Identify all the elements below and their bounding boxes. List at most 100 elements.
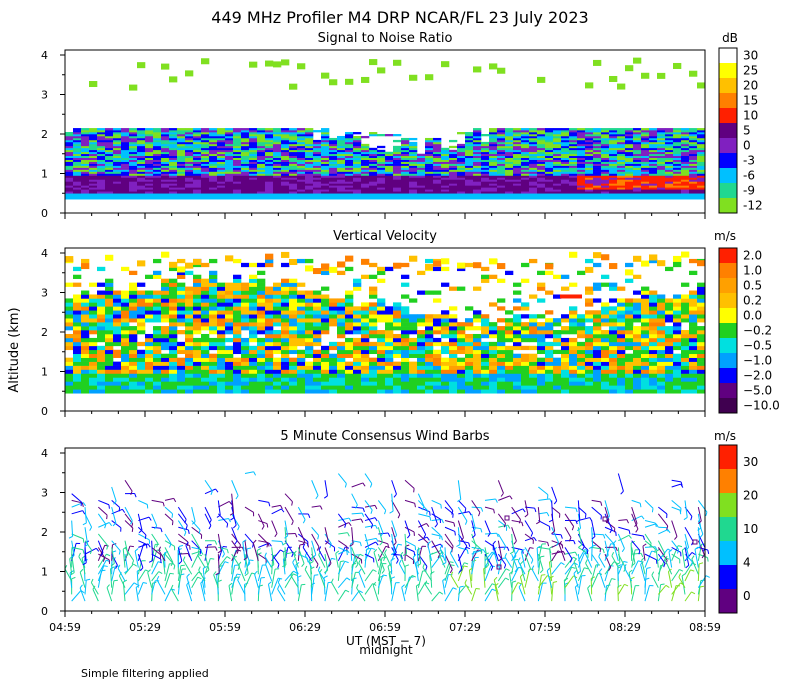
snr-cell bbox=[145, 134, 154, 137]
snr-cell bbox=[89, 179, 98, 182]
snr-cell bbox=[225, 157, 234, 160]
velocity-cell bbox=[369, 361, 378, 366]
snr-cell bbox=[697, 153, 706, 157]
snr-cell bbox=[329, 187, 338, 190]
velocity-cell bbox=[465, 369, 474, 374]
velocity-cell bbox=[689, 294, 698, 299]
velocity-cell bbox=[561, 377, 570, 382]
snr-cell bbox=[505, 137, 514, 141]
velocity-cell bbox=[225, 294, 234, 299]
snr-cell bbox=[569, 147, 578, 151]
snr-cell bbox=[105, 149, 114, 153]
velocity-cell bbox=[537, 345, 546, 351]
snr-cell bbox=[489, 149, 498, 153]
snr-cell bbox=[537, 132, 546, 135]
velocity-cell bbox=[105, 326, 114, 331]
snr-cell bbox=[305, 189, 314, 192]
snr-cell bbox=[569, 139, 578, 143]
colorbar-swatch bbox=[719, 308, 737, 324]
velocity-cell bbox=[489, 365, 498, 370]
snr-cell bbox=[225, 191, 234, 194]
snr-cell bbox=[425, 187, 434, 190]
snr-cell bbox=[577, 171, 586, 174]
snr-cell bbox=[401, 169, 410, 172]
snr-cell bbox=[473, 66, 482, 73]
velocity-cell bbox=[529, 333, 538, 339]
snr-cell bbox=[249, 132, 258, 135]
snr-cell bbox=[625, 149, 634, 153]
snr-cell bbox=[113, 195, 122, 198]
velocity-cell bbox=[289, 377, 298, 382]
snr-cell bbox=[401, 159, 410, 162]
snr-cell bbox=[137, 181, 146, 184]
snr-cell bbox=[489, 189, 498, 192]
velocity-cell bbox=[377, 353, 386, 358]
snr-cell bbox=[177, 157, 186, 160]
velocity-cell bbox=[281, 326, 290, 331]
snr-cell bbox=[297, 149, 306, 153]
velocity-cell bbox=[457, 286, 466, 291]
velocity-cell bbox=[241, 310, 250, 315]
snr-cell bbox=[265, 157, 274, 160]
velocity-cell bbox=[609, 389, 618, 394]
velocity-cell bbox=[89, 353, 98, 358]
snr-cell bbox=[625, 147, 634, 151]
snr-cell bbox=[657, 163, 666, 166]
snr-cell bbox=[641, 147, 650, 151]
velocity-cell bbox=[553, 341, 562, 347]
snr-cell bbox=[649, 151, 658, 155]
snr-cell bbox=[433, 137, 442, 141]
velocity-cell bbox=[217, 381, 226, 386]
velocity-cell bbox=[689, 337, 698, 343]
snr-cell bbox=[377, 177, 386, 180]
snr-cell bbox=[209, 143, 218, 147]
snr-cell bbox=[401, 157, 410, 160]
velocity-cell bbox=[489, 373, 498, 378]
velocity-cell bbox=[337, 298, 346, 303]
velocity-cell bbox=[529, 373, 538, 378]
velocity-cell bbox=[113, 302, 122, 307]
velocity-cell bbox=[377, 278, 386, 283]
snr-cell bbox=[385, 181, 394, 184]
velocity-cell bbox=[473, 353, 482, 358]
velocity-cell bbox=[377, 314, 386, 319]
velocity-cell bbox=[481, 278, 490, 283]
snr-cell bbox=[561, 163, 570, 166]
snr-cell bbox=[473, 175, 482, 178]
velocity-cell bbox=[545, 365, 554, 370]
velocity-cell bbox=[529, 353, 538, 358]
velocity-cell bbox=[521, 326, 530, 331]
velocity-cell bbox=[273, 322, 282, 327]
snr-cell bbox=[473, 191, 482, 194]
velocity-cell bbox=[585, 389, 594, 394]
snr-cell bbox=[353, 185, 362, 188]
snr-cell bbox=[345, 163, 354, 166]
snr-cell bbox=[649, 139, 658, 143]
snr-cell bbox=[617, 197, 626, 200]
snr-cell bbox=[449, 165, 458, 168]
snr-cell bbox=[225, 153, 234, 157]
velocity-cell bbox=[425, 365, 434, 370]
snr-cell bbox=[505, 171, 514, 174]
snr-cell bbox=[417, 193, 426, 196]
velocity-cell bbox=[161, 341, 170, 347]
velocity-cell bbox=[329, 266, 338, 273]
snr-cell bbox=[689, 165, 698, 168]
snr-cell bbox=[353, 139, 362, 143]
velocity-cell bbox=[169, 306, 178, 311]
snr-cell bbox=[601, 181, 610, 184]
snr-cell bbox=[185, 193, 194, 196]
snr-cell bbox=[329, 183, 338, 186]
y-tick-label: 2 bbox=[41, 128, 48, 141]
velocity-cell bbox=[177, 270, 186, 276]
velocity-cell bbox=[153, 373, 162, 378]
velocity-cell bbox=[281, 298, 290, 303]
snr-cell bbox=[297, 63, 306, 70]
snr-cell bbox=[585, 137, 594, 141]
snr-cell bbox=[409, 137, 418, 141]
velocity-cell bbox=[521, 322, 530, 327]
snr-cell bbox=[537, 128, 546, 131]
snr-cell bbox=[73, 139, 82, 143]
velocity-cell bbox=[273, 310, 282, 315]
snr-cell bbox=[361, 165, 370, 168]
